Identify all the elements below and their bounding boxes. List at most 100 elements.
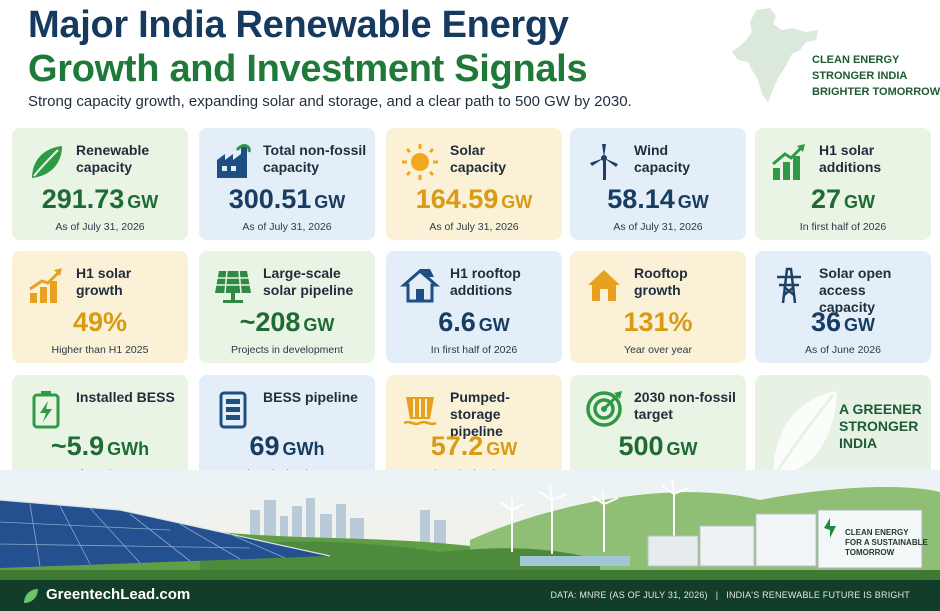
stat-value: 27 GW [755, 184, 931, 215]
battery-icon [32, 391, 60, 429]
stat-label-line: 2030 non-fossil [634, 389, 736, 405]
stat-card: Installed BESS~5.9GWhAs of March 2026 [12, 375, 188, 487]
stat-note: In first half of 2026 [430, 344, 518, 356]
india-map-icon [732, 8, 818, 102]
stat-note: As of June 2026 [805, 344, 881, 356]
stat-number: 49% [72, 307, 128, 337]
greener-line: INDIA [839, 435, 878, 451]
stat-card: BESS pipeline69GWhProjects in developmen… [199, 375, 375, 487]
bess-sign-line: FOR A SUSTAINABLE [845, 538, 928, 547]
stat-label-line: capacity [263, 159, 320, 175]
stat-number: 57.2 [430, 431, 484, 461]
stat-label-line: BESS pipeline [263, 389, 358, 405]
stat-unit: GW [314, 192, 346, 212]
stat-value: 6.6 GW [386, 307, 562, 338]
title-line-2: Growth and Investment Signals [28, 48, 588, 90]
bess-containers [647, 509, 923, 569]
stat-label-line: solar pipeline [263, 282, 354, 298]
stat-card: H1 rooftop additions 6.6 GW In first half of… [386, 251, 562, 363]
stat-label: Wind capacity [634, 142, 740, 176]
stat-label: Total non-fossil capacity [263, 142, 369, 176]
stat-unit: GW [844, 192, 876, 212]
stat-label-line: Solar open [819, 265, 892, 281]
bess-sign-line: CLEAN ENERGY [845, 528, 909, 537]
bess-sign: CLEAN ENERGY FOR A SUSTAINABLE TOMORROW [845, 528, 928, 558]
stat-card: H1 solar additions 27 GW In first half of 20… [755, 128, 931, 240]
stat-unit: GW [478, 315, 510, 335]
stat-value: 57.2 GW [386, 431, 562, 462]
brand-link[interactable]: GreentechLead.com [46, 586, 191, 603]
stat-note: Projects in development [230, 344, 344, 356]
stat-label-line: Installed BESS [76, 389, 175, 405]
tagline-line: BRIGHTER TOMORROW [812, 86, 940, 98]
stat-label-line: Renewable [76, 142, 150, 158]
stat-value: 69 GWh [199, 431, 375, 462]
header-tagline: CLEAN ENERGY STRONGER INDIA BRIGHTER TOM… [812, 52, 940, 100]
title-line-1: Major India Renewable Energy [28, 4, 569, 46]
stat-number: ~208 [239, 307, 301, 337]
stat-number: 131% [623, 307, 693, 337]
stat-unit: GW [127, 192, 159, 212]
house-icon [588, 270, 620, 301]
stat-number: 36 [810, 307, 842, 337]
target-icon [586, 391, 622, 427]
stat-label-line: Solar [450, 142, 486, 158]
solar-panel-icon [215, 270, 251, 303]
stat-unit: GW [677, 192, 709, 212]
factory-icon [217, 144, 251, 178]
stat-note: As of July 31, 2026 [429, 221, 519, 233]
stat-label-line: growth [634, 282, 681, 298]
stat-label-line: capacity [76, 159, 133, 175]
stat-label-line: target [634, 406, 673, 422]
stat-card: Solar capacity 164.59 GW As of July 31, 2026 [386, 128, 562, 240]
stat-label-line: capacity [450, 159, 507, 175]
greener-line: A GREENER [839, 401, 922, 417]
stat-number: ~5.9 [50, 431, 105, 461]
stat-unit: GW [666, 439, 698, 459]
growth-chart-icon [772, 144, 805, 180]
leaf-watermark-icon [773, 391, 837, 477]
stat-label-line: capacity [634, 159, 691, 175]
stat-number: 291.73 [41, 184, 125, 214]
subtitle: Strong capacity growth, expanding solar … [28, 93, 632, 110]
stat-number: 164.59 [415, 184, 499, 214]
stat-card: H1 solar growth 49% Higher than H1 2025 [12, 251, 188, 363]
greener-line: STRONGER [839, 418, 919, 434]
stat-number: 6.6 [438, 307, 476, 337]
stat-card: Large-scale solar pipeline ~208 GW Projects … [199, 251, 375, 363]
stat-unit: GW [501, 192, 533, 212]
stat-label: H1 rooftop additions [450, 265, 556, 299]
stat-unit: GW [844, 315, 876, 335]
stat-value: 300.51 GW [199, 184, 375, 215]
tagline-line: CLEAN ENERGY [812, 54, 900, 66]
transmission-tower-icon [777, 267, 801, 304]
stat-label-line: Total non-fossil [263, 142, 367, 158]
stat-label-line: growth [76, 282, 123, 298]
leaf-logo-icon [24, 589, 38, 603]
stat-label-line: Large-scale [263, 265, 341, 281]
leaf-icon [32, 146, 62, 178]
stat-unit: GW [486, 439, 518, 459]
stat-label-line: Pumped-storage [450, 389, 510, 422]
stat-label: Solar open access capacity [819, 265, 925, 316]
stat-label: Renewable capacity [76, 142, 182, 176]
stat-label: Pumped-storage pipeline [450, 389, 556, 440]
stat-note: As of July 31, 2026 [242, 221, 332, 233]
stat-unit: GWh [107, 439, 150, 459]
stat-card: Solar open access capacity 36 GW As of June … [755, 251, 931, 363]
stat-card: Renewable capacity 291.73 GW As of July 31, … [12, 128, 188, 240]
stat-number: 58.14 [607, 184, 675, 214]
solar-panel-field [0, 499, 331, 568]
footer-tagline: INDIA'S RENEWABLE FUTURE IS BRIGHT [726, 590, 910, 600]
stat-value: 58.14 GW [570, 184, 746, 215]
stat-card: Rooftop growth 131% Year over year [570, 251, 746, 363]
data-source: DATA: MNRE (AS OF JULY 31, 2026) [550, 590, 708, 600]
stat-label: Large-scale solar pipeline [263, 265, 369, 299]
stat-card: Wind capacity 58.14 GW As of July 31, 2026 [570, 128, 746, 240]
stat-number: 300.51 [228, 184, 312, 214]
battery-stack-icon [219, 391, 247, 429]
wind-turbine-icon [590, 144, 618, 180]
stat-note: As of July 31, 2026 [55, 221, 145, 233]
stat-value: 36 GW [755, 307, 931, 338]
